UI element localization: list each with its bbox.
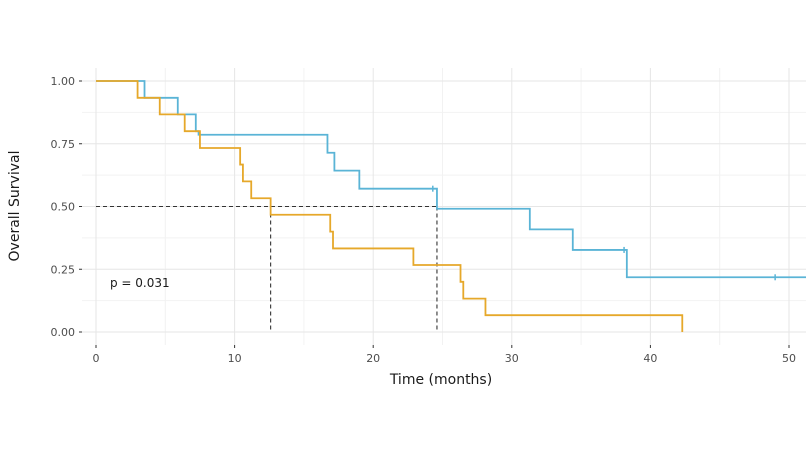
p-value-annotation: p = 0.031 xyxy=(110,276,170,290)
x-tick-label: 30 xyxy=(505,352,519,365)
y-tick-label: 0.00 xyxy=(51,326,76,339)
y-axis-ticks: 0.00 0.25 0.50 0.75 1.00 xyxy=(51,75,82,339)
survival-curves xyxy=(96,80,806,332)
y-tick-label: 0.75 xyxy=(51,138,76,151)
y-tick-label: 1.00 xyxy=(51,75,76,88)
x-tick-label: 20 xyxy=(366,352,380,365)
x-axis-title: Time (months) xyxy=(389,372,492,388)
median-lines xyxy=(96,205,438,332)
y-axis-title: Overall Survival xyxy=(7,151,23,262)
x-tick-label: 40 xyxy=(643,352,657,365)
x-tick-label: 50 xyxy=(782,352,796,365)
x-axis-ticks: 0 10 20 30 40 50 xyxy=(93,345,796,365)
x-tick-label: 10 xyxy=(228,352,242,365)
survival-curve-1 xyxy=(96,80,806,279)
survival-curve-2 xyxy=(96,80,684,332)
x-tick-label: 0 xyxy=(93,352,100,365)
y-tick-label: 0.50 xyxy=(51,201,76,214)
y-tick-label: 0.25 xyxy=(51,263,76,276)
